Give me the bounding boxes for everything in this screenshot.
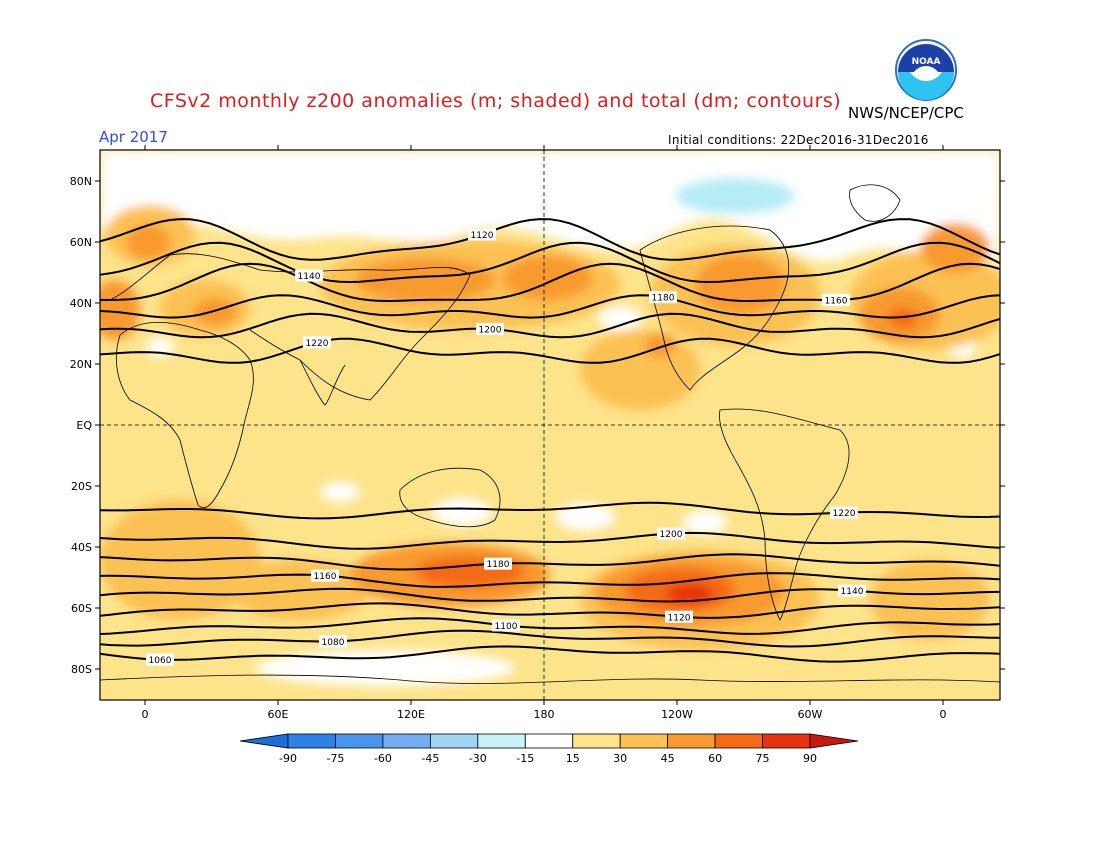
colorbar-label: -75 <box>326 752 344 765</box>
contour-label: 1140 <box>298 272 321 282</box>
lon-label: 120E <box>397 708 425 721</box>
contour-label: 1120 <box>668 613 691 623</box>
initial-conditions-label: Initial conditions: 22Dec2016-31Dec2016 <box>668 133 929 147</box>
lon-label: 0 <box>940 708 947 721</box>
contour-line <box>100 572 1000 588</box>
contour-label: 1120 <box>471 231 494 241</box>
colorbar-bin <box>335 733 384 749</box>
colorbar-label: 75 <box>756 752 770 765</box>
lon-label: 60E <box>268 708 289 721</box>
lat-label: 20N <box>70 358 92 371</box>
contour-label: 1160 <box>825 296 848 306</box>
contour-label: 1160 <box>314 572 337 582</box>
colorbar-right-arrow <box>809 733 859 749</box>
colorbar-label: -60 <box>374 752 392 765</box>
lon-label: 180 <box>534 708 555 721</box>
contour-line <box>100 553 1000 571</box>
contour-line <box>100 629 1000 648</box>
contour-label: 1200 <box>479 325 502 335</box>
colorbar-bin <box>619 733 669 749</box>
lat-label: 40S <box>71 541 92 554</box>
contour-line <box>100 617 1000 635</box>
lat-label: 20S <box>71 480 92 493</box>
colorbar-label: 15 <box>566 752 580 765</box>
latitude-axis: 80N 60N 40N 20N EQ 20S 40S 60S 80S <box>70 175 1005 676</box>
colorbar-bin <box>667 733 716 749</box>
colorbar-label: -90 <box>279 752 297 765</box>
colorbar-left-arrow <box>239 733 289 749</box>
lat-label: 60N <box>70 236 92 249</box>
colorbar: -90 -75 -60 -45 -30 -15 15 30 45 60 75 90 <box>239 733 859 765</box>
contour-label: 1220 <box>833 509 856 519</box>
lon-label: 60W <box>798 708 823 721</box>
contour-line <box>100 294 1000 319</box>
contour-label: 1100 <box>495 622 518 632</box>
contour-line <box>100 645 1000 663</box>
logo-text: NOAA <box>912 57 941 67</box>
contour-label: 1220 <box>306 339 329 349</box>
contour-label: 1180 <box>652 294 675 304</box>
colorbar-label: 30 <box>613 752 627 765</box>
colorbar-bin <box>762 733 811 749</box>
chart-title: CFSv2 monthly z200 anomalies (m; shaded)… <box>150 90 842 112</box>
lat-label: 60S <box>71 602 92 615</box>
valid-month-label: Apr 2017 <box>99 128 168 146</box>
contour-label: 1140 <box>841 587 864 597</box>
lat-label: 40N <box>70 297 92 310</box>
colorbar-bin <box>429 733 479 749</box>
lat-label: EQ <box>76 419 92 432</box>
lon-label: 120W <box>661 708 693 721</box>
colorbar-bin <box>382 733 431 749</box>
contour-labels: 1060 1080 1100 1120 1140 1160 1180 1200 1220 1220… <box>146 228 866 666</box>
colorbar-bin <box>287 733 336 749</box>
contour-line <box>100 312 1000 339</box>
colorbar-bin <box>477 733 526 749</box>
noaa-logo: NOAA <box>895 39 957 101</box>
lat-label: 80N <box>70 175 92 188</box>
lat-label: 80S <box>71 663 92 676</box>
colorbar-label: 60 <box>708 752 722 765</box>
colorbar-label: 45 <box>661 752 675 765</box>
contour-label: 1200 <box>660 530 683 540</box>
lon-label: 0 <box>142 708 149 721</box>
contour-line <box>100 241 1000 284</box>
contour-label: 1180 <box>487 560 510 570</box>
contour-line <box>100 337 1000 364</box>
agency-label: NWS/NCEP/CPC <box>848 104 964 122</box>
contour-line <box>100 531 1000 550</box>
colorbar-bin <box>572 733 621 749</box>
colorbar-label: -15 <box>516 752 534 765</box>
colorbar-label: 90 <box>803 752 817 765</box>
colorbar-bin <box>714 733 763 749</box>
colorbar-label: -45 <box>421 752 439 765</box>
contour-line <box>100 218 1000 261</box>
contour-line <box>100 602 1000 619</box>
longitude-axis: 0 60E 120E 180 120W 60W 0 <box>142 145 947 721</box>
contour-label: 1060 <box>149 656 172 666</box>
colorbar-label: -30 <box>469 752 487 765</box>
contour-label: 1080 <box>322 638 345 648</box>
colorbar-bin <box>524 733 574 749</box>
